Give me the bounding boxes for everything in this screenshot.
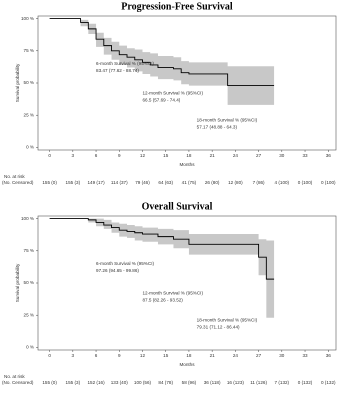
risk-table-value: 11 (126) — [250, 380, 267, 385]
x-tick-label: 18 — [186, 153, 192, 158]
risk-table-value: 155 (3) — [66, 180, 81, 185]
risk-table-value: 7 (86) — [253, 180, 265, 185]
x-tick-label: 6 — [95, 153, 98, 158]
x-tick-label: 0 — [48, 353, 51, 358]
risk-table-value: 155 (0) — [42, 180, 57, 185]
annotation-label: 6-month Survival % (95%CI) — [96, 61, 154, 66]
risk-table-value: 4 (100) — [275, 180, 290, 185]
annotation-value: 57.17 (48.88 - 64.3) — [197, 124, 238, 129]
confidence-band — [49, 218, 275, 318]
x-tick-label: 15 — [163, 153, 169, 158]
x-tick-label: 27 — [256, 353, 262, 358]
panel: Progression-Free Survival 0 % 25 % 50 % 75 %… — [2, 1, 337, 185]
risk-table-value: 133 (40) — [111, 380, 129, 385]
x-tick-label: 12 — [140, 153, 146, 158]
annotation-value: 87.5 (82.26 - 93.52) — [142, 297, 183, 302]
x-tick-label: 12 — [140, 353, 146, 358]
y-tick-label: 0 % — [26, 145, 34, 150]
y-tick-label: 75 % — [24, 248, 34, 253]
x-tick-label: 21 — [210, 153, 216, 158]
y-tick-label: 25 % — [24, 312, 34, 317]
annotation-value: 79.31 (71.12 - 86.44) — [197, 324, 240, 329]
risk-table-value: 7 (132) — [275, 380, 290, 385]
x-tick-label: 9 — [118, 353, 121, 358]
x-tick-label: 33 — [302, 353, 308, 358]
x-tick-label: 18 — [186, 353, 192, 358]
risk-table-value: 16 (123) — [227, 380, 245, 385]
y-tick-label: 50 % — [24, 280, 34, 285]
risk-table-value: 100 (56) — [134, 380, 152, 385]
risk-table-value: 155 (0) — [42, 380, 57, 385]
risk-table-label: No. at risk — [4, 374, 25, 379]
y-tick-label: 25 % — [24, 112, 34, 117]
x-tick-label: 6 — [95, 353, 98, 358]
y-tick-label: 0 % — [26, 345, 34, 350]
x-tick-label: 9 — [118, 153, 121, 158]
annotation-value: 83.47 (77.62 - 88.74) — [96, 68, 139, 73]
annotation-label: 18-month Survival % (95%CI) — [197, 117, 258, 122]
y-tick-label: 100 % — [21, 16, 34, 21]
risk-table-value: 0 (132) — [298, 380, 313, 385]
y-tick-label: 75 % — [24, 48, 34, 53]
risk-table-value: 36 (118) — [204, 380, 221, 385]
confidence-band — [49, 18, 275, 105]
x-tick-label: 33 — [302, 153, 308, 158]
survival-curve — [49, 18, 275, 87]
risk-table-value: 152 (16) — [87, 380, 105, 385]
annotation-label: 18-month Survival % (95%CI) — [197, 317, 258, 322]
x-tick-label: 3 — [72, 353, 75, 358]
x-tick-label: 0 — [48, 153, 51, 158]
risk-table-value: 0 (100) — [321, 180, 336, 185]
risk-table-value: 149 (17) — [87, 180, 105, 185]
risk-table-label: No. at risk — [4, 174, 25, 179]
x-axis-label: Months — [179, 362, 195, 367]
annotation-label: 12-month Survival % (95%CI) — [142, 90, 203, 95]
risk-table-sublabel: (No. Censored) — [2, 380, 34, 385]
annotation-label: 12-month Survival % (95%CI) — [142, 290, 203, 295]
x-tick-label: 36 — [326, 353, 332, 358]
x-tick-label: 3 — [72, 153, 75, 158]
risk-table-value: 114 (37) — [111, 180, 128, 185]
y-tick-label: 50 % — [24, 80, 34, 85]
chart-title: Progression-Free Survival — [121, 1, 233, 12]
x-tick-label: 30 — [279, 353, 285, 358]
x-tick-label: 24 — [233, 153, 239, 158]
y-tick-label: 100 % — [21, 216, 34, 221]
risk-table-value: 64 (63) — [158, 180, 173, 185]
risk-table-value: 41 (75) — [182, 180, 197, 185]
risk-table-sublabel: (No. Censored) — [2, 180, 34, 185]
risk-table-value: 0 (132) — [321, 380, 336, 385]
y-axis-label: Survival probability — [15, 263, 20, 302]
risk-table-value: 58 (96) — [182, 380, 197, 385]
annotation-label: 6-month Survival % (95%CI) — [96, 261, 154, 266]
x-tick-label: 30 — [279, 153, 285, 158]
risk-table-value: 0 (100) — [298, 180, 313, 185]
survival-curve — [49, 218, 275, 280]
x-tick-label: 24 — [233, 353, 239, 358]
x-tick-label: 36 — [326, 153, 332, 158]
risk-table-value: 79 (46) — [135, 180, 150, 185]
x-tick-label: 21 — [210, 353, 216, 358]
risk-table-value: 84 (78) — [158, 380, 173, 385]
annotation-value: 97.26 (94.65 - 99.86) — [96, 268, 139, 273]
x-tick-label: 15 — [163, 353, 169, 358]
chart-title: Overall Survival — [142, 201, 213, 212]
risk-table-value: 155 (3) — [66, 380, 81, 385]
x-axis-label: Months — [179, 162, 195, 167]
y-axis-label: Survival probability — [15, 63, 20, 102]
x-tick-label: 27 — [256, 153, 262, 158]
annotation-value: 66.5 (57.69 - 74.4) — [142, 97, 180, 102]
risk-table-value: 12 (80) — [228, 180, 243, 185]
risk-table-value: 26 (80) — [205, 180, 220, 185]
